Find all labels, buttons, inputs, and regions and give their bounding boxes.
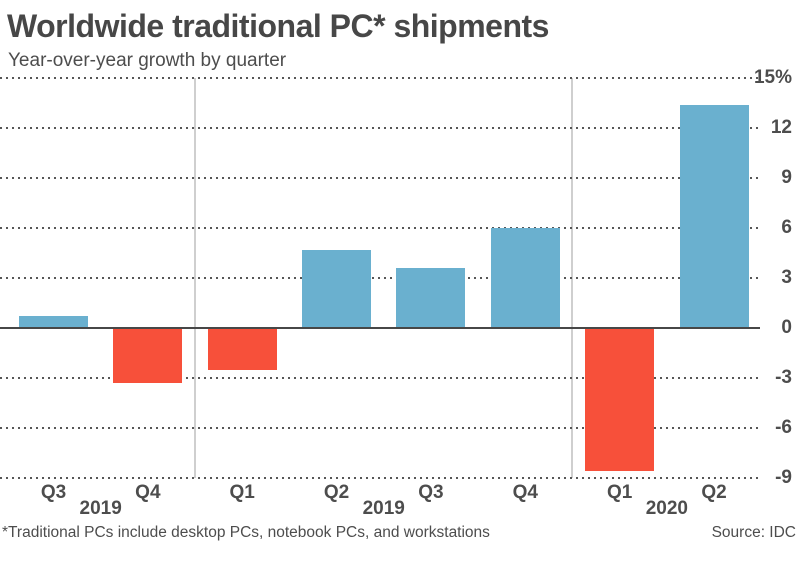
y-tick-label-3: 3: [781, 267, 792, 288]
y-tick-label-15: 15%: [753, 67, 792, 88]
year-label-3: 2020: [645, 498, 688, 519]
x-axis-label-6: Q4: [512, 482, 538, 503]
page-subtitle: Year-over-year growth by quarter: [8, 50, 287, 71]
gridline--3: [0, 377, 760, 379]
footnote: *Traditional PCs include desktop PCs, no…: [2, 524, 490, 541]
y-tick-label--9: -9: [775, 467, 792, 488]
gridline-3: [0, 277, 760, 279]
y-tick-label--6: -6: [775, 417, 792, 438]
bar-1-q3: [19, 316, 88, 328]
year-label-2: 2019: [362, 498, 405, 519]
source-credit: Source: IDC: [711, 524, 796, 541]
x-axis-label-7: Q1: [606, 482, 633, 503]
year-label-1: 2019: [79, 498, 122, 519]
y-tick-label-0: 0: [781, 317, 792, 338]
zero-axis-line: [0, 327, 760, 329]
gridline-9: [0, 177, 760, 179]
bar-6-q4: [490, 228, 560, 328]
gridline-6: [0, 227, 760, 229]
gridline--6: [0, 427, 760, 429]
gridline--9: [0, 477, 760, 479]
x-axis-label-2: Q4: [135, 482, 161, 503]
bar-2-q4: [113, 328, 183, 383]
y-tick-label--3: -3: [775, 367, 792, 388]
bar-3-q1: [207, 328, 277, 370]
bar-4-q2: [302, 249, 372, 328]
y-tick-label-6: 6: [781, 217, 792, 238]
gridline-12: [0, 127, 760, 129]
bar-5-q3: [396, 268, 466, 328]
x-axis-label-3: Q1: [229, 482, 255, 503]
x-axis-label-5: Q3: [418, 482, 444, 503]
gridline-15: [0, 77, 760, 79]
bar-7-q1: [585, 328, 655, 472]
x-axis-label-4: Q2: [323, 482, 350, 503]
y-tick-label-12: 12: [770, 117, 792, 138]
page-title: Worldwide traditional PC* shipments: [7, 8, 549, 44]
x-axis-label-8: Q2: [701, 482, 727, 503]
bar-8-q2: [679, 104, 749, 328]
y-tick-label-9: 9: [781, 167, 792, 188]
x-axis-label-1: Q3: [40, 482, 67, 503]
